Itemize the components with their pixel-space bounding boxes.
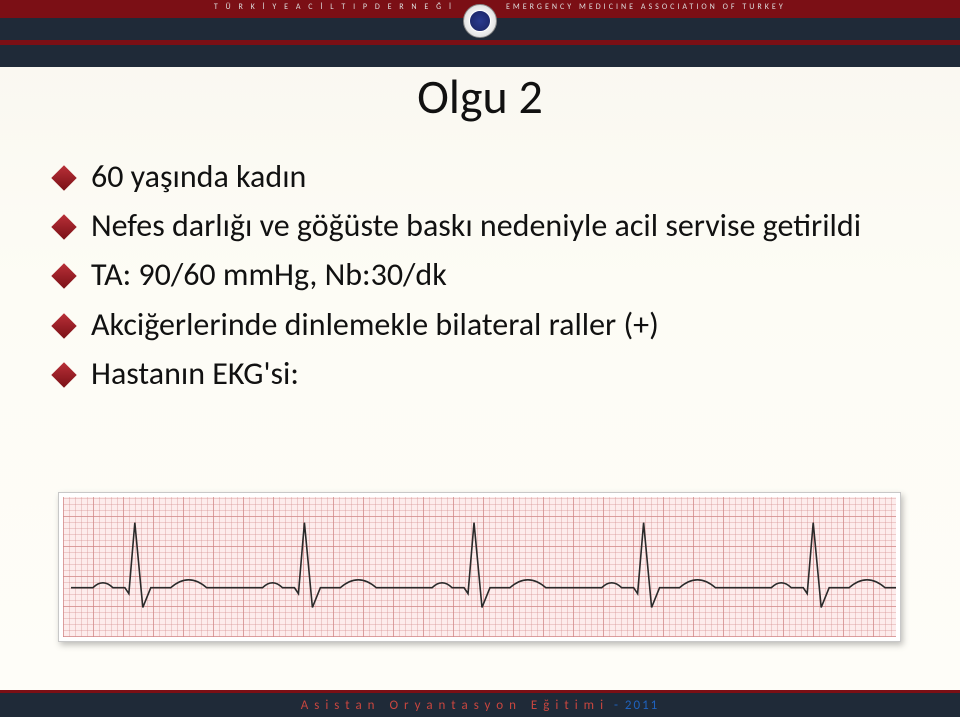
header-right-text: EMERGENCY MEDICINE ASSOCIATION OF TURKEY <box>506 2 786 12</box>
ekg-trace <box>63 497 896 637</box>
list-item: Nefes darlığı ve göğüste baskı nedeniyle… <box>55 204 905 247</box>
footer-bar: Asistan Oryantasyon Eğitimi - 2011 <box>0 693 960 717</box>
bullet-icon <box>51 214 76 239</box>
list-item: TA: 90/60 mmHg, Nb:30/dk <box>55 253 905 296</box>
bullet-text: Nefes darlığı ve göğüste baskı nedeniyle… <box>91 204 861 247</box>
bullet-list: 60 yaşında kadın Nefes darlığı ve göğüste… <box>55 155 905 401</box>
bullet-icon <box>51 313 76 338</box>
bullet-text: TA: 90/60 mmHg, Nb:30/dk <box>91 253 447 296</box>
list-item: 60 yaşında kadın <box>55 155 905 198</box>
bullet-text: Akciğerlerinde dinlemekle bilateral rall… <box>91 303 659 346</box>
footer-text: Asistan Oryantasyon Eğitimi - 2011 <box>301 698 660 713</box>
footer-main: Asistan Oryantasyon Eğitimi <box>301 698 609 713</box>
page-title: Olgu 2 <box>0 67 960 126</box>
footer-year: - 2011 <box>609 698 659 713</box>
logo-icon <box>463 4 497 38</box>
bullet-icon <box>51 165 76 190</box>
ekg-strip <box>58 492 901 642</box>
bullet-icon <box>51 264 76 289</box>
slide: T Ü R K İ Y E A C İ L T I P D E R N E Ğ … <box>0 0 960 717</box>
bullet-icon <box>51 362 76 387</box>
logo-inner-icon <box>469 10 491 32</box>
list-item: Akciğerlerinde dinlemekle bilateral rall… <box>55 303 905 346</box>
header-left-text: T Ü R K İ Y E A C İ L T I P D E R N E Ğ … <box>214 2 454 12</box>
list-item: Hastanın EKG'si: <box>55 352 905 395</box>
bullet-text: 60 yaşında kadın <box>91 155 306 198</box>
bullet-text: Hastanın EKG'si: <box>91 352 299 395</box>
header-band-3 <box>0 45 960 67</box>
